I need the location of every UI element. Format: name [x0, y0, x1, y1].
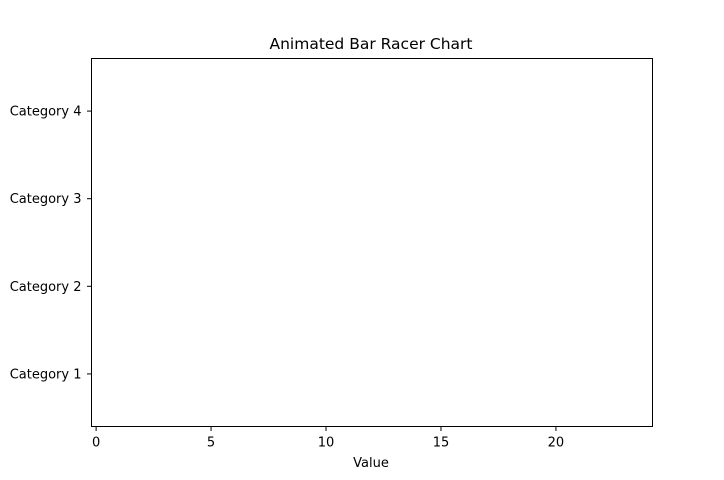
x-axis: 0 5 10 15 20 — [92, 426, 565, 451]
y-tick-label: Category 3 — [10, 192, 82, 207]
y-axis: Category 1 Category 2 Category 3 Category 4 — [10, 105, 92, 382]
y-tick-label: Category 4 — [10, 105, 82, 120]
x-tick-label: 20 — [548, 436, 565, 451]
plot-frame — [91, 58, 653, 427]
x-tick-label: 10 — [318, 436, 335, 451]
y-tick-label: Category 2 — [10, 280, 82, 295]
y-tick-label: Category 1 — [10, 367, 82, 382]
chart-title: Animated Bar Racer Chart — [269, 35, 472, 53]
x-axis-label: Value — [353, 456, 389, 471]
x-tick-label: 15 — [433, 436, 450, 451]
x-tick-label: 5 — [207, 436, 215, 451]
x-tick-label: 0 — [92, 436, 100, 451]
